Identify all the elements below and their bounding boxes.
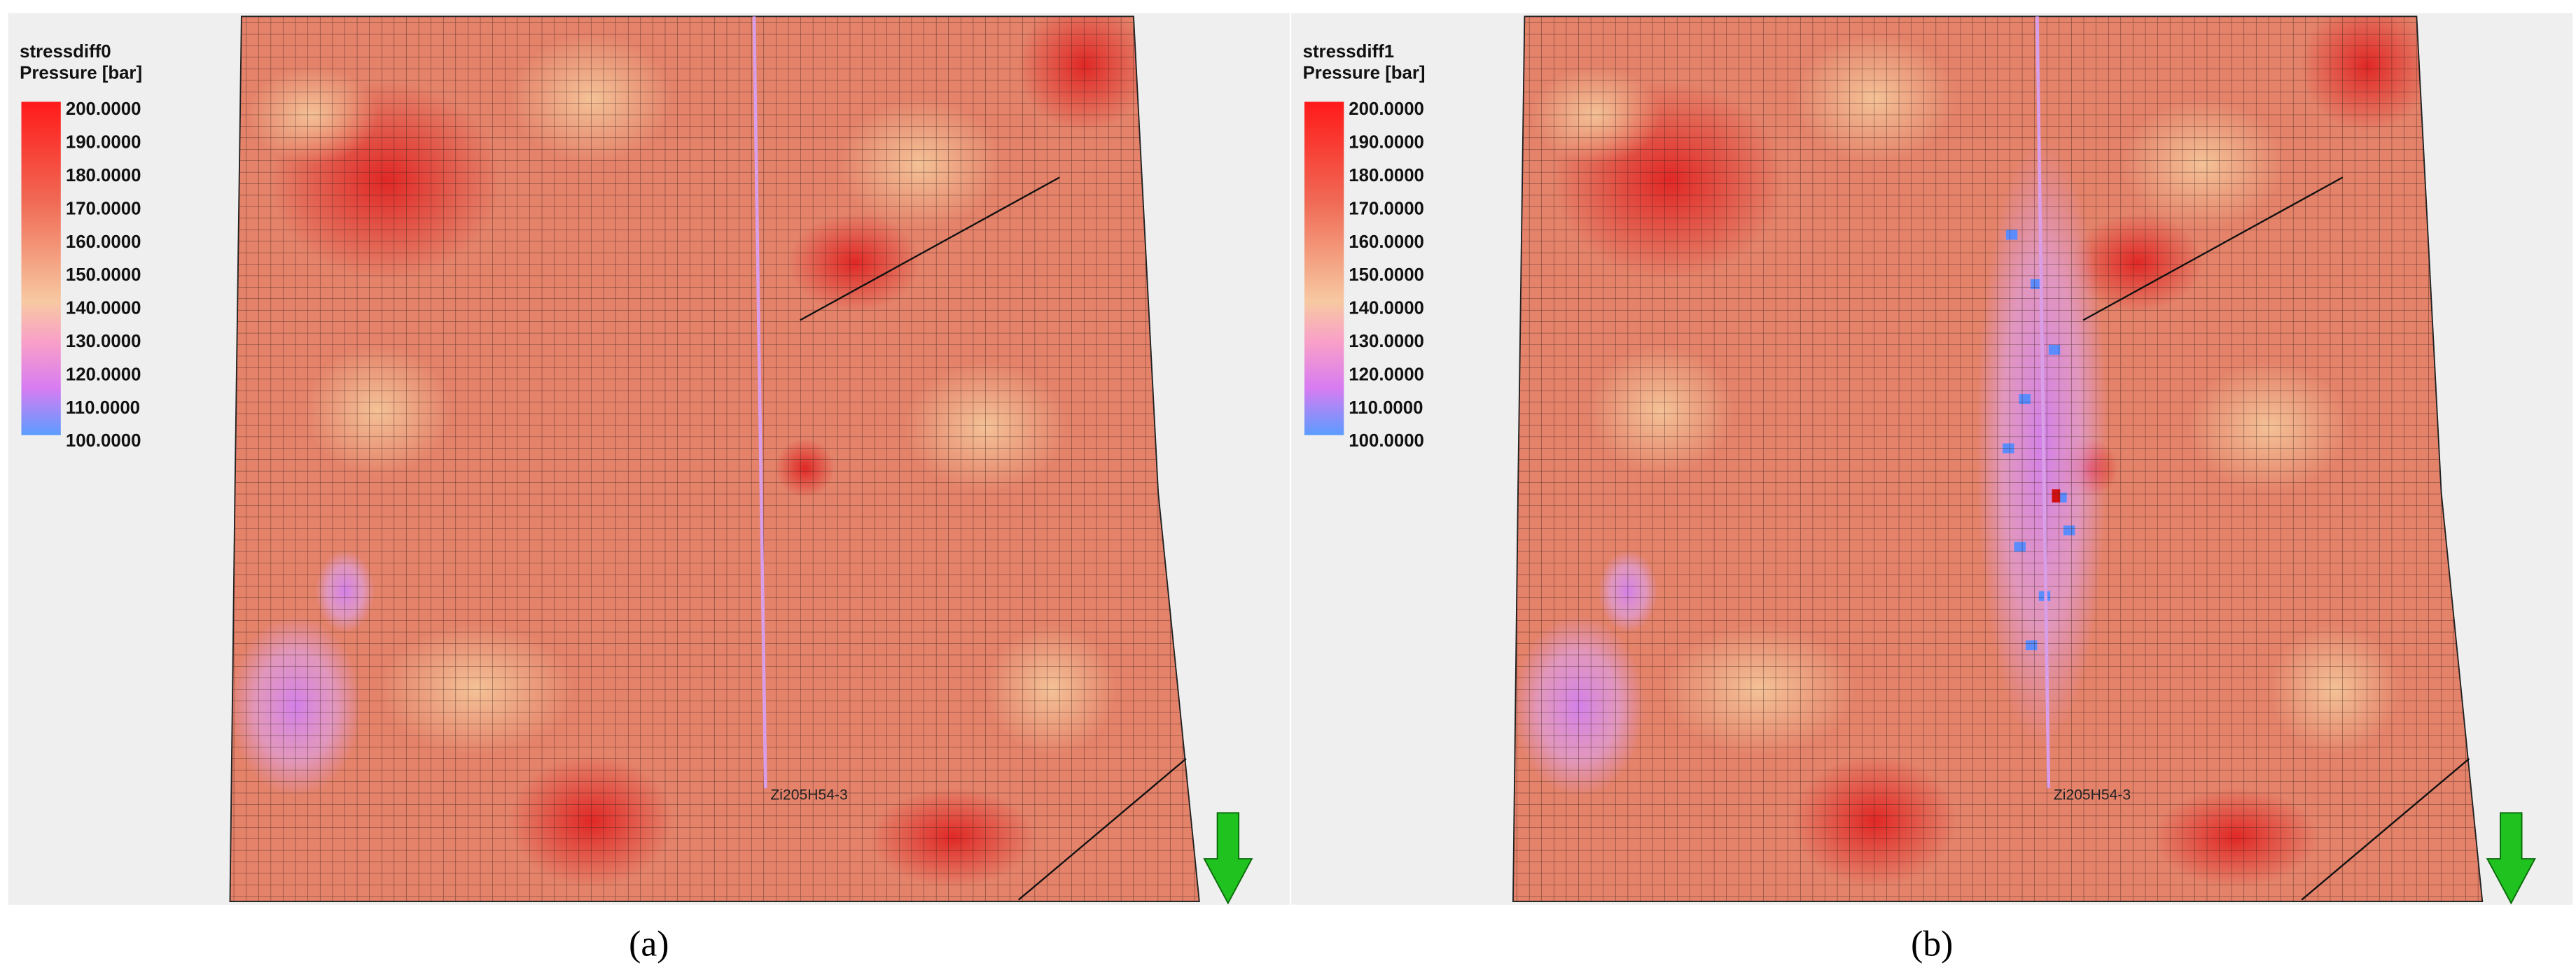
panel: Zi205H54-3 stressdiff0 Pressure [bar] 200.0… — [8, 13, 1290, 964]
mesh-grid — [1512, 16, 2483, 902]
panel: Zi205H54-3 stressdiff1 Pressure [bar] 200.0… — [1291, 13, 2573, 964]
mesh-area — [230, 16, 1199, 902]
colorbar-label: 100.0000 — [1349, 431, 1424, 451]
mesh-grid — [230, 16, 1199, 902]
colorbar-label: 190.0000 — [1349, 133, 1424, 153]
colorbar-label: 200.0000 — [66, 99, 141, 119]
colorbar-label: 130.0000 — [1349, 332, 1424, 351]
colorbar-label: 180.0000 — [66, 166, 141, 185]
colorbar-label: 200.0000 — [1349, 99, 1424, 119]
colorbar-label: 180.0000 — [1349, 166, 1424, 185]
legend-title: stressdiff1 — [1303, 42, 1394, 62]
fault-line — [800, 176, 1060, 321]
colorbar — [21, 101, 61, 435]
colorbar-label: 140.0000 — [1349, 299, 1424, 318]
colorbar-label: 150.0000 — [66, 265, 141, 285]
well-path — [752, 16, 767, 789]
legend-unit: Pressure [bar] — [1303, 64, 1426, 83]
caption: (b) — [1911, 925, 1953, 964]
colorbar-label: 150.0000 — [1349, 265, 1424, 285]
fault-line — [2082, 176, 2344, 321]
mesh-outline — [229, 15, 1200, 903]
north-arrow — [1203, 812, 1253, 905]
mesh-area — [1512, 16, 2483, 902]
colorbar-label: 110.0000 — [1349, 398, 1423, 418]
colorbar-label: 120.0000 — [1349, 365, 1424, 384]
legend-title: stressdiff0 — [20, 42, 111, 62]
mesh-outline — [1512, 15, 2484, 903]
fault-line — [1017, 758, 1187, 901]
colorbar-label: 170.0000 — [1349, 199, 1424, 218]
well-label: Zi205H54-3 — [770, 787, 847, 803]
well-path — [2035, 16, 2051, 789]
colorbar-label: 170.0000 — [66, 199, 141, 218]
colorbar-label: 120.0000 — [66, 365, 141, 384]
colorbar-label: 140.0000 — [66, 299, 141, 318]
colorbar-label: 190.0000 — [66, 133, 141, 153]
colorbar-label: 110.0000 — [66, 398, 140, 418]
colorbar-label: 130.0000 — [66, 332, 141, 351]
caption: (a) — [629, 925, 669, 964]
colorbar — [1304, 101, 1344, 435]
colorbar-label: 100.0000 — [66, 431, 141, 451]
fault-line — [2301, 758, 2470, 901]
colorbar-label: 160.0000 — [1349, 232, 1424, 252]
legend-unit: Pressure [bar] — [20, 64, 142, 83]
north-arrow — [2486, 812, 2536, 905]
colorbar-label: 160.0000 — [66, 232, 141, 252]
well-label: Zi205H54-3 — [2054, 787, 2131, 803]
